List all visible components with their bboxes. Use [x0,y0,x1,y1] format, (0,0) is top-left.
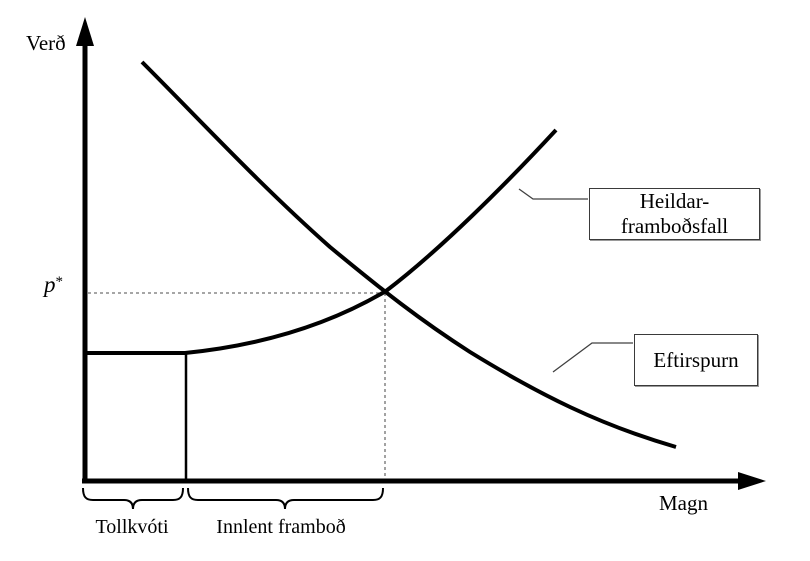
x-axis-arrowhead [738,472,766,490]
total-supply-callout: Heildar- framboðsfall [589,188,760,240]
price-superscript: * [55,274,64,290]
domestic-supply-brace [187,487,384,510]
demand-leader [552,342,633,373]
demand-callout-label: Eftirspurn [653,347,739,372]
total-supply-callout-line1: Heildar- [639,189,710,213]
total-supply-curve [184,128,558,355]
domestic-supply-label: Innlent framboð [216,516,346,538]
total-supply-leader [518,188,588,200]
demand-curve [140,60,677,449]
x-axis-label: Magn [659,491,708,515]
demand-callout: Eftirspurn [634,334,758,386]
y-axis-arrowhead [76,17,94,46]
price-symbol: p [44,272,56,297]
tariff-quota-brace [82,487,184,510]
equilibrium-price-label: p* [44,272,63,297]
y-axis-label: Verð [26,31,66,55]
tariff-quota-label: Tollkvóti [95,516,169,538]
total-supply-callout-line2: framboðsfall [620,214,729,238]
